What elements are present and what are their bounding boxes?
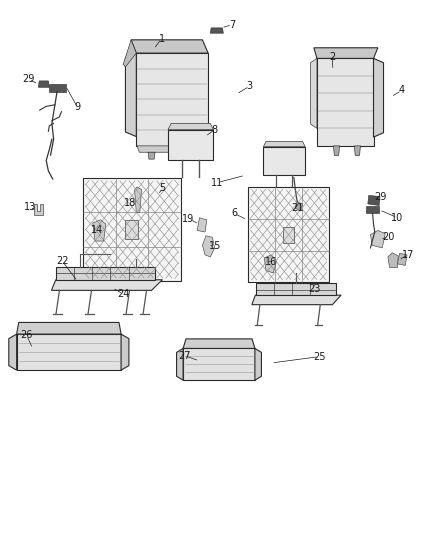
Polygon shape [183,339,255,349]
Text: 29: 29 [374,191,386,201]
Text: 17: 17 [402,250,414,260]
Polygon shape [197,217,207,232]
Polygon shape [57,266,155,280]
Text: 21: 21 [291,203,304,213]
Polygon shape [366,206,379,214]
Polygon shape [51,280,162,290]
Text: 10: 10 [391,213,403,223]
Polygon shape [263,141,305,147]
Polygon shape [39,81,49,87]
Text: 24: 24 [117,289,130,299]
Polygon shape [256,284,336,295]
Polygon shape [183,349,255,380]
Polygon shape [311,59,317,128]
Polygon shape [333,146,339,156]
Text: 2: 2 [329,52,335,62]
Text: 3: 3 [247,81,253,91]
Polygon shape [263,147,305,175]
Polygon shape [137,146,207,152]
Polygon shape [255,349,261,380]
Text: 19: 19 [182,214,194,224]
Polygon shape [314,48,378,59]
Polygon shape [134,187,141,213]
Polygon shape [123,40,136,67]
Polygon shape [9,334,17,370]
Polygon shape [210,28,223,33]
Polygon shape [397,253,407,265]
Polygon shape [283,227,294,243]
Text: 9: 9 [74,102,81,112]
Polygon shape [202,236,215,257]
Text: 11: 11 [211,177,223,188]
Polygon shape [252,295,341,305]
Text: 25: 25 [313,352,325,361]
Text: 26: 26 [21,330,33,341]
Polygon shape [168,130,213,160]
Text: 16: 16 [265,257,277,267]
Polygon shape [248,187,329,282]
Text: 1: 1 [159,34,165,44]
Polygon shape [17,334,121,370]
Polygon shape [49,84,66,92]
Text: 4: 4 [399,85,405,95]
Polygon shape [34,204,43,215]
Polygon shape [368,196,380,206]
Polygon shape [177,349,183,380]
Polygon shape [148,152,155,159]
Polygon shape [374,59,384,137]
Text: 18: 18 [124,198,136,208]
Polygon shape [83,177,181,281]
Polygon shape [317,59,374,146]
Polygon shape [168,123,213,130]
Text: 27: 27 [178,351,191,361]
Text: 6: 6 [231,208,237,219]
Text: 29: 29 [23,74,35,84]
Text: 15: 15 [208,241,221,252]
Text: 8: 8 [212,125,218,135]
Polygon shape [136,53,208,146]
Polygon shape [388,253,398,268]
Polygon shape [131,40,208,53]
Polygon shape [17,322,121,334]
Polygon shape [125,53,136,136]
Text: 13: 13 [24,202,36,212]
Polygon shape [295,202,303,211]
Polygon shape [264,255,276,273]
Text: 7: 7 [229,20,235,30]
Polygon shape [125,220,138,239]
Text: 14: 14 [91,225,103,236]
Text: 20: 20 [382,232,395,243]
Text: 23: 23 [308,284,321,294]
Text: 22: 22 [56,256,69,266]
Polygon shape [181,152,187,159]
Polygon shape [354,146,360,156]
Text: 5: 5 [159,183,166,193]
Polygon shape [93,220,106,241]
Polygon shape [371,230,385,248]
Polygon shape [121,334,129,370]
